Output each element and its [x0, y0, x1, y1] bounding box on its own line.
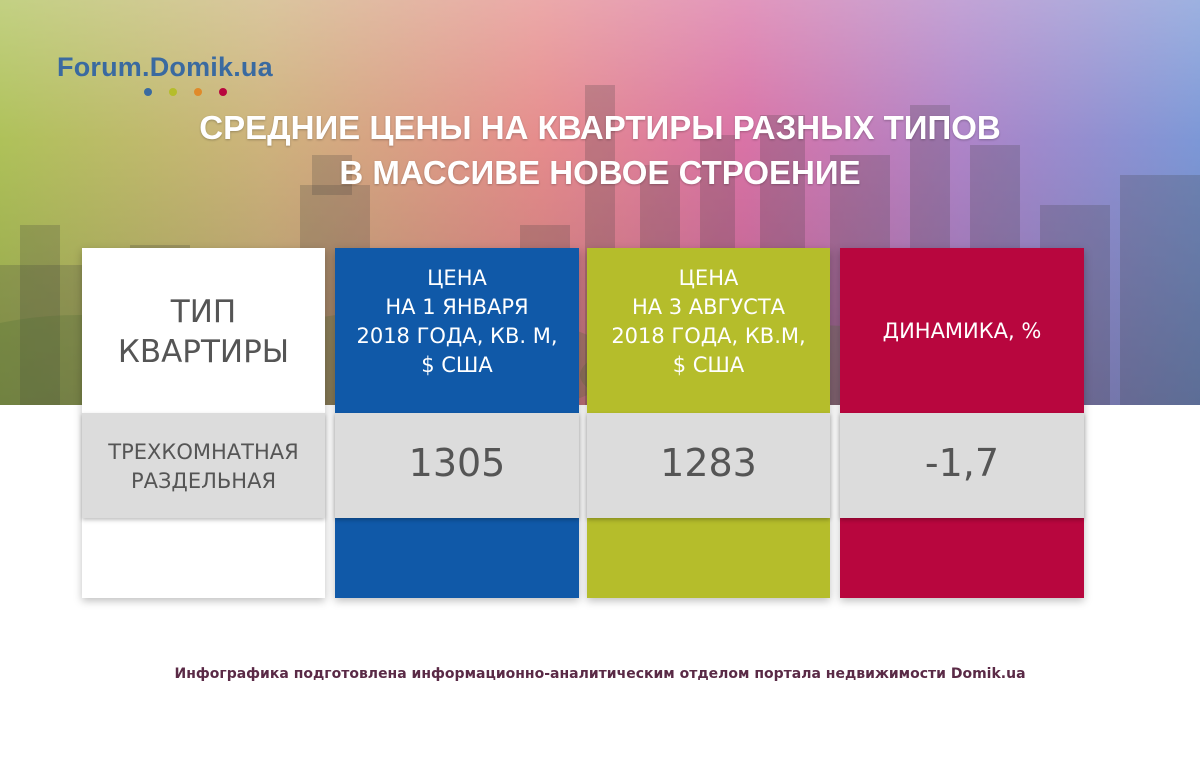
header-line: ТИП [170, 294, 237, 330]
logo-dot-blue [144, 88, 152, 96]
chart-title-line-2: В МАССИВЕ НОВОЕ СТРОЕНИЕ [339, 154, 861, 191]
column-header-january: ЦЕНА НА 1 ЯНВАРЯ 2018 ГОДА, КВ. М, $ США [335, 264, 579, 380]
site-logo[interactable]: Forum.Domik.ua [57, 52, 273, 82]
column-price-august: ЦЕНА НА 3 АВГУСТА 2018 ГОДА, КВ.М, $ США… [587, 248, 830, 598]
footer-note: Инфографика подготовлена информационно-а… [174, 666, 1026, 682]
header-line: НА 3 АВГУСТА [631, 295, 786, 319]
header-line: ЦЕНА [427, 266, 487, 290]
column-apartment-type: ТИП КВАРТИРЫ ТРЕХКОМНАТНАЯ РАЗДЕЛЬНАЯ [82, 248, 325, 598]
dynamics-value: -1,7 [924, 441, 1000, 485]
price-august-value: 1283 [660, 441, 757, 485]
table-cell-dynamics: -1,7 [840, 413, 1084, 518]
price-january-value: 1305 [408, 441, 506, 485]
logo-dots [144, 88, 227, 96]
header-line: $ США [672, 353, 745, 377]
column-price-january: ЦЕНА НА 1 ЯНВАРЯ 2018 ГОДА, КВ. М, $ США… [335, 248, 579, 598]
header-line: $ США [421, 353, 493, 377]
header-line: 2018 ГОДА, КВ.М, [611, 324, 806, 348]
header-line: НА 1 ЯНВАРЯ [385, 295, 529, 319]
column-header-type: ТИП КВАРТИРЫ [82, 292, 325, 372]
column-header-dynamics: ДИНАМИКА, % [840, 317, 1084, 346]
header-line: КВАРТИРЫ [117, 334, 290, 370]
type-line: ТРЕХКОМНАТНАЯ [108, 440, 299, 464]
header-line: 2018 ГОДА, КВ. М, [356, 324, 558, 348]
logo-dot-green [169, 88, 177, 96]
logo-dot-orange [194, 88, 202, 96]
column-dynamics: ДИНАМИКА, % -1,7 [840, 248, 1084, 598]
table-cell-price-january: 1305 [335, 413, 579, 518]
chart-title-line-1: СРЕДНИЕ ЦЕНЫ НА КВАРТИРЫ РАЗНЫХ ТИПОВ [199, 109, 1001, 146]
header-line: ДИНАМИКА, % [882, 319, 1042, 343]
column-header-august: ЦЕНА НА 3 АВГУСТА 2018 ГОДА, КВ.М, $ США [587, 264, 830, 380]
table-cell-price-august: 1283 [587, 413, 830, 518]
header-line: ЦЕНА [678, 266, 739, 290]
type-line: РАЗДЕЛЬНАЯ [130, 469, 277, 493]
logo-dot-red [219, 88, 227, 96]
apartment-type-label: ТРЕХКОМНАТНАЯ РАЗДЕЛЬНАЯ [82, 438, 325, 496]
table-cell-type: ТРЕХКОМНАТНАЯ РАЗДЕЛЬНАЯ [82, 413, 325, 518]
